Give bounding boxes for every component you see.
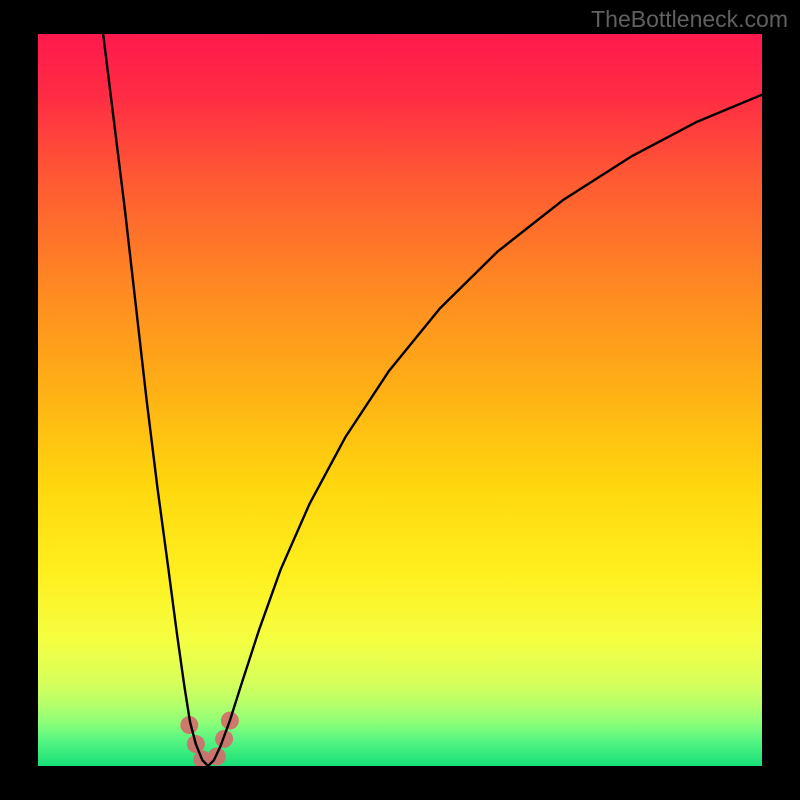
watermark-text: TheBottleneck.com xyxy=(591,6,788,33)
chart-svg xyxy=(38,34,762,766)
stage: TheBottleneck.com xyxy=(0,0,800,800)
bottleneck-chart xyxy=(38,34,762,766)
